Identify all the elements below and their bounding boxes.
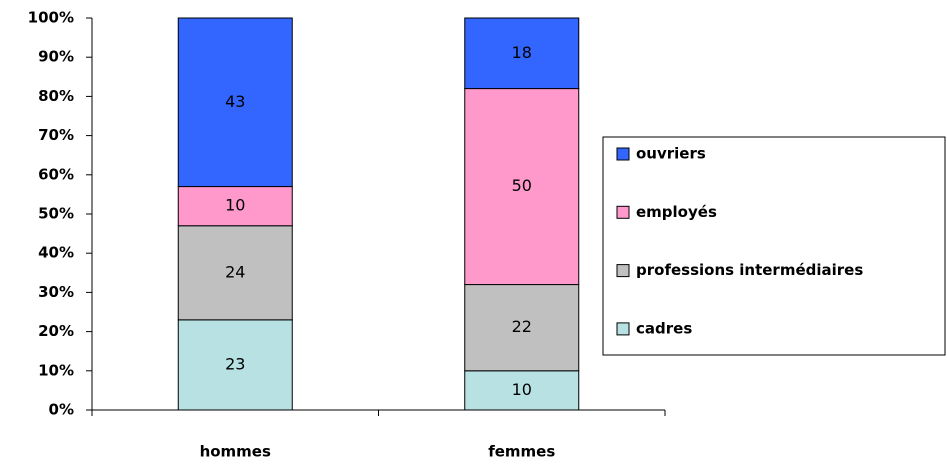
data-label: 50 (512, 176, 532, 195)
data-label: 22 (512, 317, 532, 336)
bar-segment (177, 225, 293, 321)
y-tick-label: 10% (38, 361, 74, 379)
bar-segment (177, 319, 293, 411)
legend-label: professions intermédiaires (636, 261, 863, 279)
y-tick-label: 70% (38, 126, 74, 144)
legend-box (602, 136, 946, 356)
legend-swatch (616, 147, 630, 161)
bar-segment (177, 186, 293, 227)
bar-segment (464, 370, 580, 411)
y-tick-label: 100% (28, 9, 74, 27)
y-tick-label: 30% (38, 283, 74, 301)
legend-label: ouvriers (636, 145, 706, 163)
y-tick-label: 40% (38, 244, 74, 262)
data-label: 23 (225, 354, 245, 373)
legend-swatch (616, 205, 630, 219)
data-label: 10 (512, 380, 532, 399)
x-tick-label: femmes (488, 443, 555, 461)
legend-swatch (616, 322, 630, 336)
y-tick-label: 50% (38, 205, 74, 223)
bar-segment (177, 17, 293, 188)
data-label: 43 (225, 92, 245, 111)
y-tick-label: 0% (49, 401, 74, 419)
y-tick-label: 60% (38, 165, 74, 183)
bar-segment (464, 88, 580, 286)
x-tick-label: hommes (200, 443, 271, 461)
y-tick-label: 20% (38, 322, 74, 340)
data-label: 18 (512, 43, 532, 62)
bar-segment (464, 284, 580, 372)
legend-label: cadres (636, 319, 692, 337)
y-tick-label: 90% (38, 48, 74, 66)
legend-swatch (616, 264, 630, 278)
legend-label: employés (636, 203, 717, 221)
data-label: 24 (225, 262, 245, 281)
y-tick-label: 80% (38, 87, 74, 105)
data-label: 10 (225, 196, 245, 215)
bar-segment (464, 17, 580, 90)
